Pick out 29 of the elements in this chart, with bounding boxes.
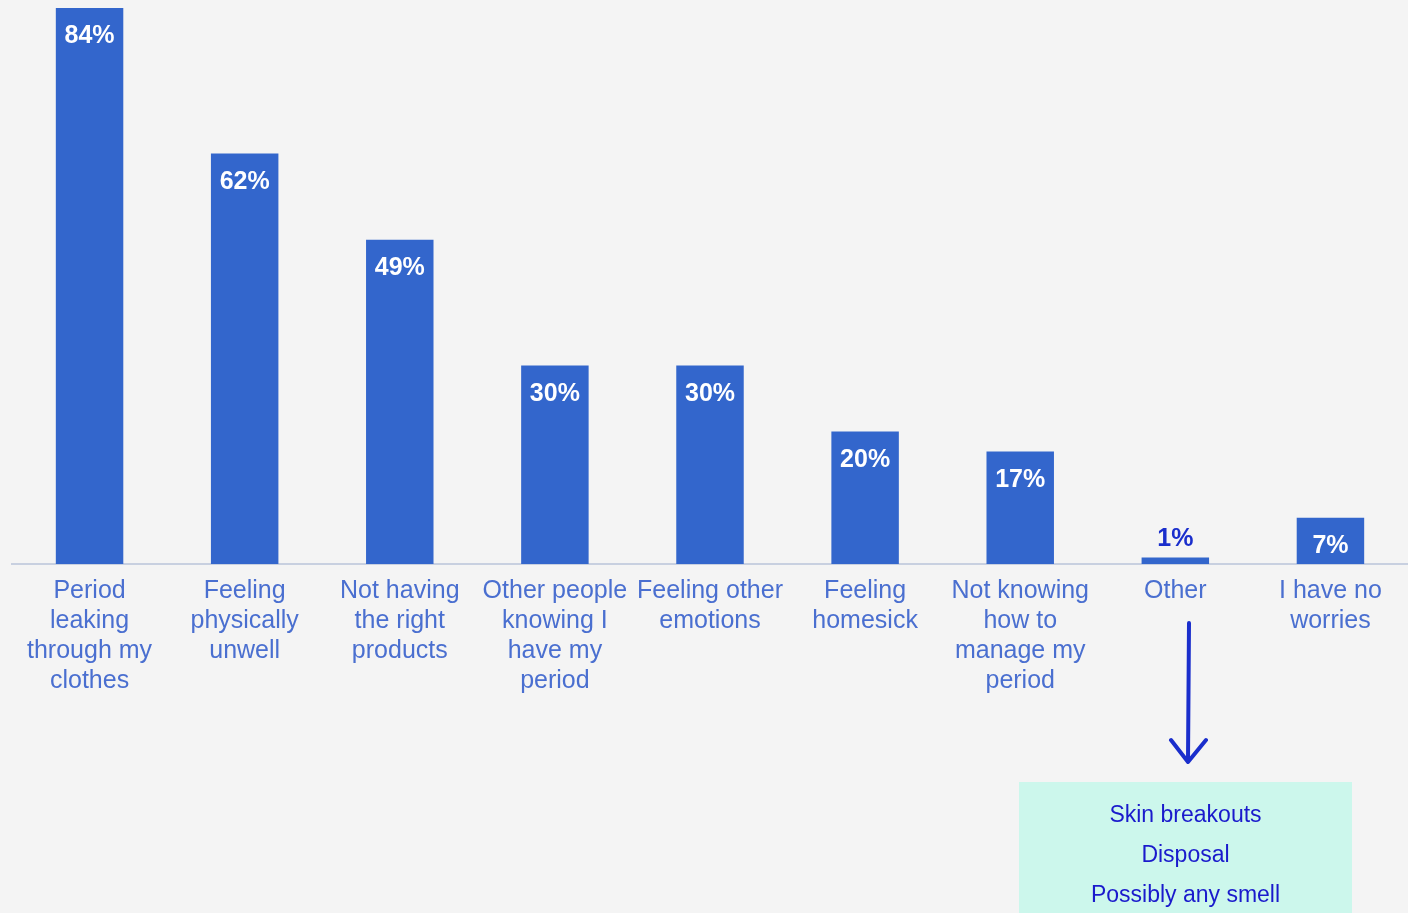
x-tick-label: Feeling other emotions <box>637 574 783 633</box>
data-label: 30% <box>529 377 580 406</box>
data-label: 84% <box>64 20 115 49</box>
x-tick-label: I have no worries <box>1279 574 1382 633</box>
x-tick-label: Feeling physically unwell <box>190 574 300 663</box>
bar <box>521 365 589 564</box>
bar <box>366 239 434 564</box>
data-label: 7% <box>1312 530 1349 559</box>
text: Disposal <box>1140 840 1231 869</box>
x-tick-label: Other <box>1144 574 1207 603</box>
data-label: 20% <box>840 444 891 473</box>
x-tick-label: Other people knowing I have my period <box>482 574 628 693</box>
data-label: 17% <box>995 463 1046 492</box>
bar <box>676 365 744 564</box>
data-label: 30% <box>684 377 736 406</box>
text: Possibly any smell <box>1089 880 1282 909</box>
x-tick-label: Feeling homesick <box>812 574 919 633</box>
bar <box>210 153 279 564</box>
x-tick-label: Not having the right products <box>340 574 460 663</box>
data-label: 49% <box>374 252 425 281</box>
bar <box>1141 557 1210 564</box>
text: Skin breakouts <box>1108 800 1263 829</box>
bar <box>986 451 1054 564</box>
data-label: 1% <box>1157 522 1194 551</box>
x-tick-label: Period leaking through my clothes <box>27 574 153 693</box>
bar <box>831 431 899 564</box>
x-tick-label: Not knowing how to manage my period <box>951 574 1090 693</box>
data-label: 62% <box>219 166 270 195</box>
bar <box>55 8 124 564</box>
